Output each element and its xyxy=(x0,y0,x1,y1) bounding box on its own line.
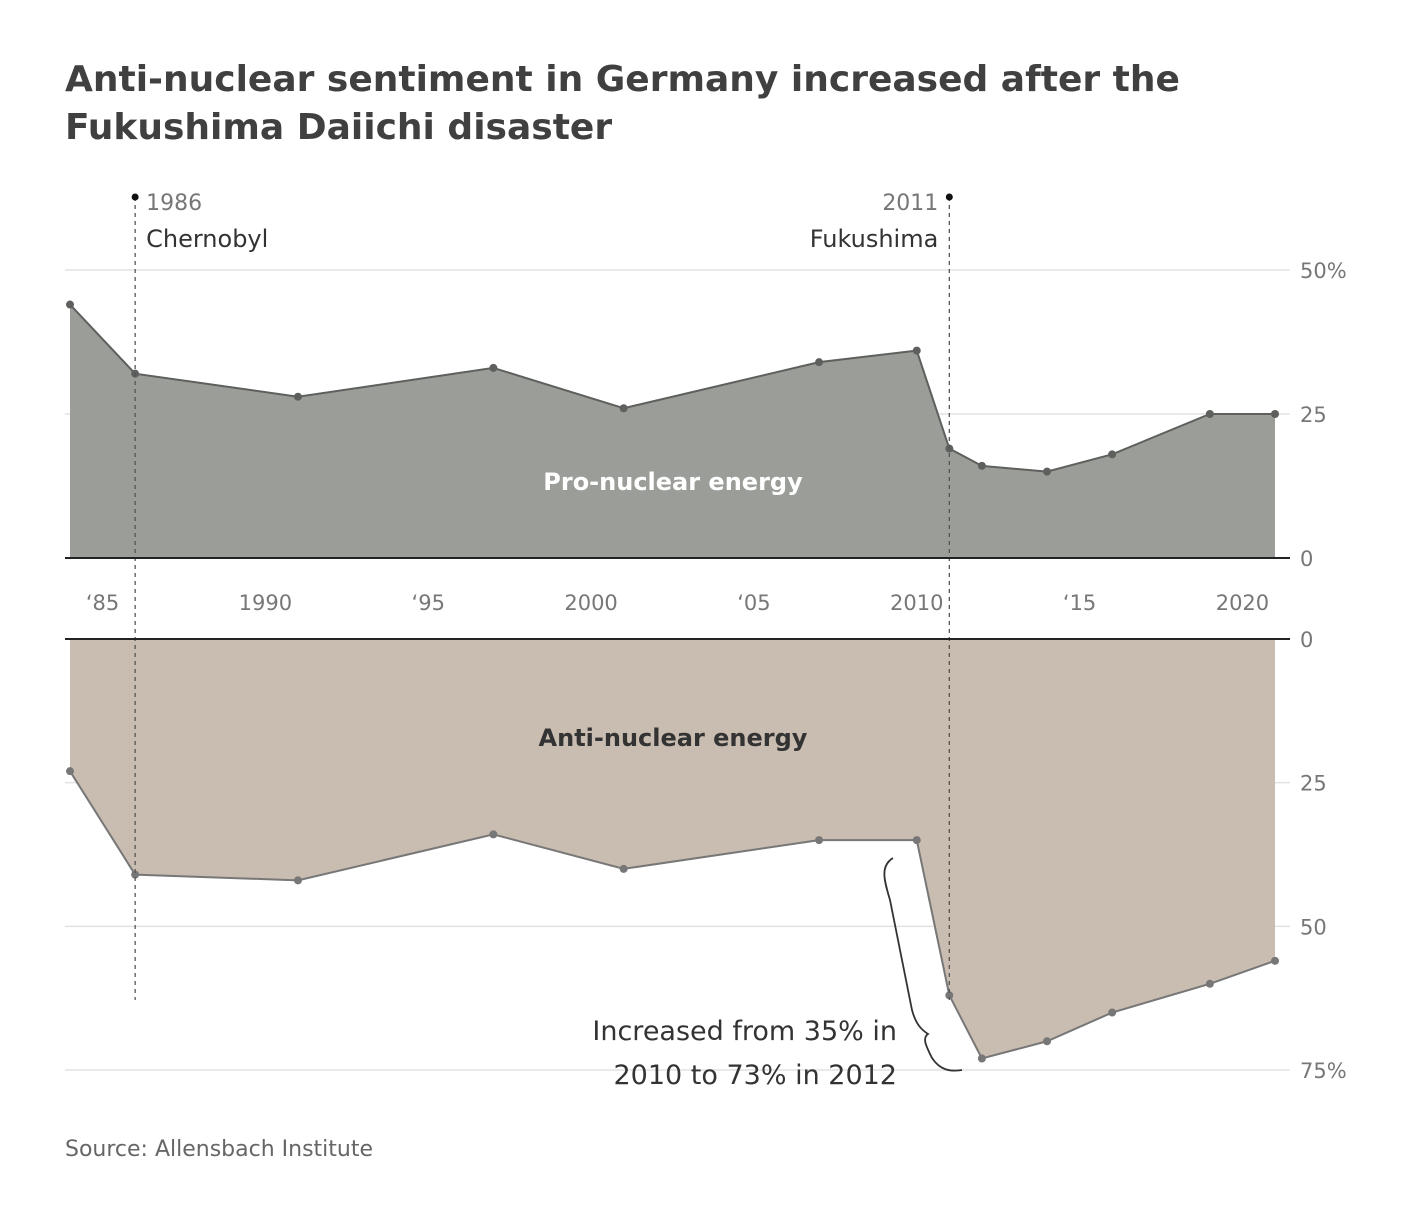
chart-title: Anti-nuclear sentiment in Germany increa… xyxy=(65,59,1180,148)
annotation: Increased from 35% in 2010 to 73% in 2012 xyxy=(592,857,963,1091)
event-name-label: Chernobyl xyxy=(146,225,268,253)
x-tick-label: 2000 xyxy=(564,591,617,615)
pro-nuclear-label: Pro-nuclear energy xyxy=(543,468,803,496)
anti-nuclear-point xyxy=(619,864,628,873)
pro-nuclear-point xyxy=(66,300,74,309)
anti-nuclear-point xyxy=(912,836,921,845)
event-name-label: Fukushima xyxy=(810,225,939,253)
event-markers xyxy=(131,193,953,1000)
anti-nuclear-point xyxy=(131,870,140,879)
annotation-text: Increased from 35% in xyxy=(592,1016,897,1047)
pro-nuclear-point xyxy=(912,346,921,355)
pro-nuclear-point xyxy=(1108,450,1117,459)
y-tick-label: 25 xyxy=(1300,772,1327,796)
chart-source: Source: Allensbach Institute xyxy=(65,1137,374,1162)
anti-nuclear-point xyxy=(1043,1037,1052,1046)
y-tick-label: 25 xyxy=(1300,403,1327,427)
pro-nuclear-area xyxy=(70,304,1275,558)
labels: 50% 25 0 0 25 50 75% ‘85 1990 ‘95 2000 ‘05 2010 ‘15 20… xyxy=(86,191,1347,1083)
pro-nuclear-point xyxy=(293,392,302,401)
event-dot xyxy=(131,193,139,201)
anti-nuclear-point xyxy=(293,876,302,885)
x-tick-label: ‘85 xyxy=(86,591,119,615)
event-year-label: 1986 xyxy=(146,191,202,216)
pro-nuclear-point xyxy=(1271,410,1279,418)
anti-nuclear-label: Anti-nuclear energy xyxy=(539,724,808,752)
x-tick-label: ‘05 xyxy=(737,591,770,615)
axes xyxy=(65,557,1290,640)
anti-nuclear-point xyxy=(945,991,954,1000)
x-tick-label: ‘95 xyxy=(412,591,445,615)
x-tick-label: ‘15 xyxy=(1063,591,1096,615)
x-tick-label: 1990 xyxy=(239,591,292,615)
pro-nuclear-point xyxy=(489,363,498,372)
pro-nuclear-point xyxy=(977,461,986,470)
y-tick-label: 50% xyxy=(1300,259,1347,283)
anti-nuclear-point xyxy=(1205,979,1214,988)
pro-nuclear-point xyxy=(815,358,824,367)
x-tick-label: 2010 xyxy=(890,591,943,615)
anti-nuclear-point xyxy=(66,767,74,776)
anti-nuclear-point xyxy=(977,1054,986,1063)
annotation-text: 2010 to 73% in 2012 xyxy=(614,1060,898,1091)
y-tick-label: 0 xyxy=(1300,628,1313,652)
anti-nuclear-point xyxy=(815,836,824,845)
event-dot xyxy=(945,193,953,201)
pro-nuclear-point xyxy=(1043,467,1052,476)
anti-nuclear-point xyxy=(489,830,498,839)
anti-nuclear-point xyxy=(1108,1008,1117,1017)
x-tick-label: 2020 xyxy=(1216,591,1269,615)
event-year-label: 2011 xyxy=(882,191,938,216)
anti-nuclear-point xyxy=(1271,956,1279,965)
anti-nuclear-area xyxy=(70,639,1275,1059)
annotation-brace xyxy=(883,857,963,1072)
series-areas xyxy=(66,300,1279,1063)
y-tick-label: 75% xyxy=(1300,1059,1347,1083)
pro-nuclear-point xyxy=(1205,410,1214,418)
y-tick-label: 50 xyxy=(1300,915,1327,939)
pro-nuclear-point xyxy=(619,404,628,413)
y-tick-label: 0 xyxy=(1300,547,1313,571)
